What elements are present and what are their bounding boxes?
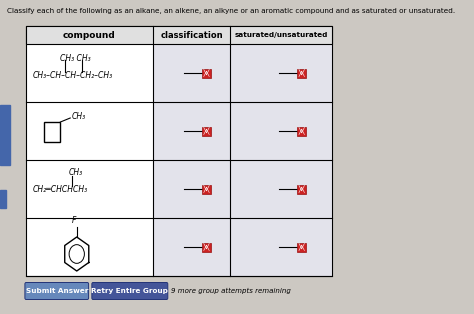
Bar — [26, 26, 332, 276]
Text: CH₂═CHCHCH₃: CH₂═CHCHCH₃ — [33, 185, 88, 194]
Bar — [202, 185, 211, 193]
Bar — [230, 44, 332, 102]
Bar — [297, 242, 306, 252]
Text: CH₃–CH–CH–CH₂–CH₃: CH₃–CH–CH–CH₂–CH₃ — [33, 71, 113, 80]
Bar — [297, 185, 306, 193]
Bar — [153, 102, 230, 160]
Text: Classify each of the following as an alkane, an alkene, an alkyne or an aromatic: Classify each of the following as an alk… — [7, 8, 455, 14]
Bar — [230, 102, 332, 160]
Bar — [153, 218, 230, 276]
Text: Retry Entire Group: Retry Entire Group — [91, 288, 168, 294]
Bar — [297, 127, 306, 136]
Text: compound: compound — [63, 30, 116, 40]
Text: CH₃: CH₃ — [69, 168, 82, 177]
Bar — [202, 242, 211, 252]
Text: saturated/unsaturated: saturated/unsaturated — [235, 32, 328, 38]
Bar — [153, 160, 230, 218]
Text: Submit Answer: Submit Answer — [26, 288, 88, 294]
Bar — [0, 105, 10, 165]
Bar — [202, 127, 211, 136]
Text: F: F — [72, 216, 76, 225]
Bar — [230, 218, 332, 276]
Bar — [202, 68, 211, 78]
Bar — [44, 122, 60, 142]
Bar — [153, 44, 230, 102]
Bar — [297, 68, 306, 78]
Bar — [0, 190, 6, 208]
Text: classification: classification — [160, 30, 223, 40]
Bar — [26, 26, 332, 44]
Text: CH₃ CH₃: CH₃ CH₃ — [60, 54, 91, 63]
Text: CH₃: CH₃ — [72, 112, 86, 121]
Bar — [230, 160, 332, 218]
FancyBboxPatch shape — [92, 283, 168, 300]
FancyBboxPatch shape — [25, 283, 89, 300]
Text: 9 more group attempts remaining: 9 more group attempts remaining — [171, 288, 291, 294]
